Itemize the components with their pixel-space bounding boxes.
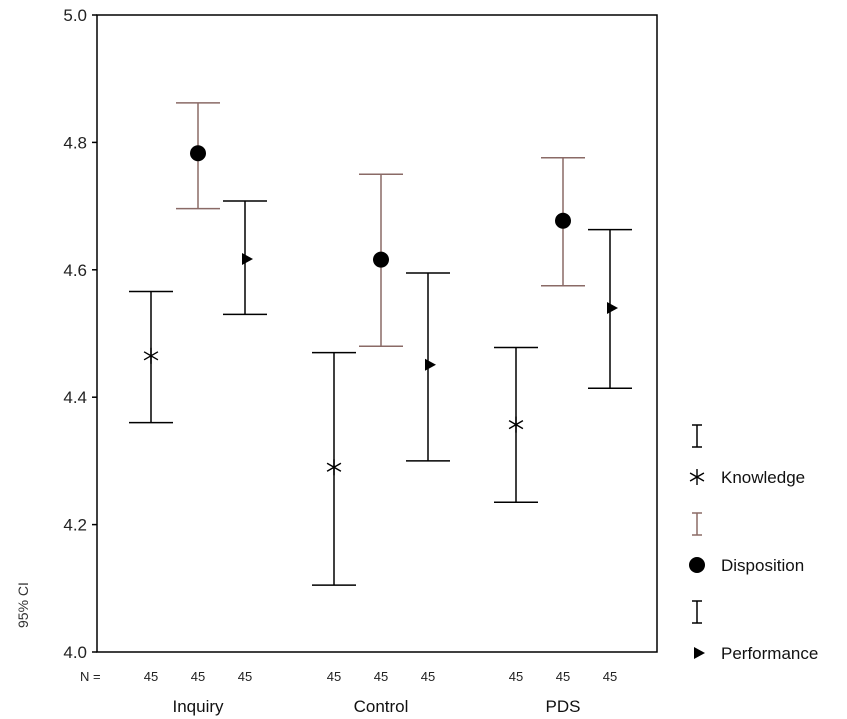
error-bar [541, 156, 585, 287]
n-value: 45 [603, 669, 617, 684]
n-value: 45 [144, 669, 158, 684]
marker-triangle [607, 302, 618, 315]
n-value: 45 [556, 669, 570, 684]
n-labels: N = 45 45 45 45 45 45 45 45 45 [80, 669, 617, 684]
category-labels: Inquiry Control PDS [172, 697, 580, 716]
error-bar [359, 173, 403, 347]
marker-asterisk [508, 416, 524, 433]
legend-ci-swatch [692, 424, 702, 448]
y-axis-label: 95% CI [15, 582, 31, 628]
n-prefix: N = [80, 669, 101, 684]
marker-asterisk [326, 459, 342, 476]
y-tick-label: 4.8 [63, 133, 87, 152]
category-label: Inquiry [172, 697, 224, 716]
asterisk-stroke [689, 472, 705, 482]
asterisk-stroke [508, 419, 524, 430]
legend-ci-swatch [692, 600, 702, 624]
legend-label: Disposition [721, 556, 804, 575]
marker-circle [373, 251, 389, 268]
n-value: 45 [327, 669, 341, 684]
legend-label: Performance [721, 644, 818, 663]
error-bar [588, 228, 632, 390]
marker-triangle [242, 252, 253, 265]
asterisk-stroke [326, 462, 342, 472]
marker-circle [689, 557, 705, 573]
y-tick-label: 4.0 [63, 643, 87, 662]
asterisk-stroke [143, 351, 159, 361]
error-bar [312, 351, 356, 586]
error-bars [129, 102, 632, 586]
n-value: 45 [421, 669, 435, 684]
y-tick-label: 4.6 [63, 261, 87, 280]
y-tick-label: 4.2 [63, 516, 87, 535]
y-tick-label: 4.4 [63, 388, 87, 407]
error-bar [494, 346, 538, 504]
y-tick-label: 5.0 [63, 6, 87, 25]
n-value: 45 [191, 669, 205, 684]
marker-circle [555, 212, 571, 229]
n-value: 45 [509, 669, 523, 684]
legend: Knowledge Disposition Performance [689, 424, 818, 663]
plot-frame [96, 14, 658, 653]
marker-triangle [425, 358, 436, 371]
marker-circle [190, 145, 206, 162]
error-bar [176, 102, 220, 210]
y-axis: 4.0 4.2 4.4 4.6 4.8 5.0 [63, 6, 97, 662]
category-label: PDS [546, 697, 581, 716]
marker-asterisk [689, 469, 705, 485]
category-label: Control [354, 697, 409, 716]
error-bar [129, 290, 173, 424]
error-bar [406, 272, 450, 462]
legend-ci-swatch [692, 512, 702, 536]
n-value: 45 [238, 669, 252, 684]
error-bar [223, 200, 267, 316]
n-value: 45 [374, 669, 388, 684]
marker-asterisk [143, 347, 159, 364]
legend-label: Knowledge [721, 468, 805, 487]
marker-triangle [694, 647, 705, 659]
